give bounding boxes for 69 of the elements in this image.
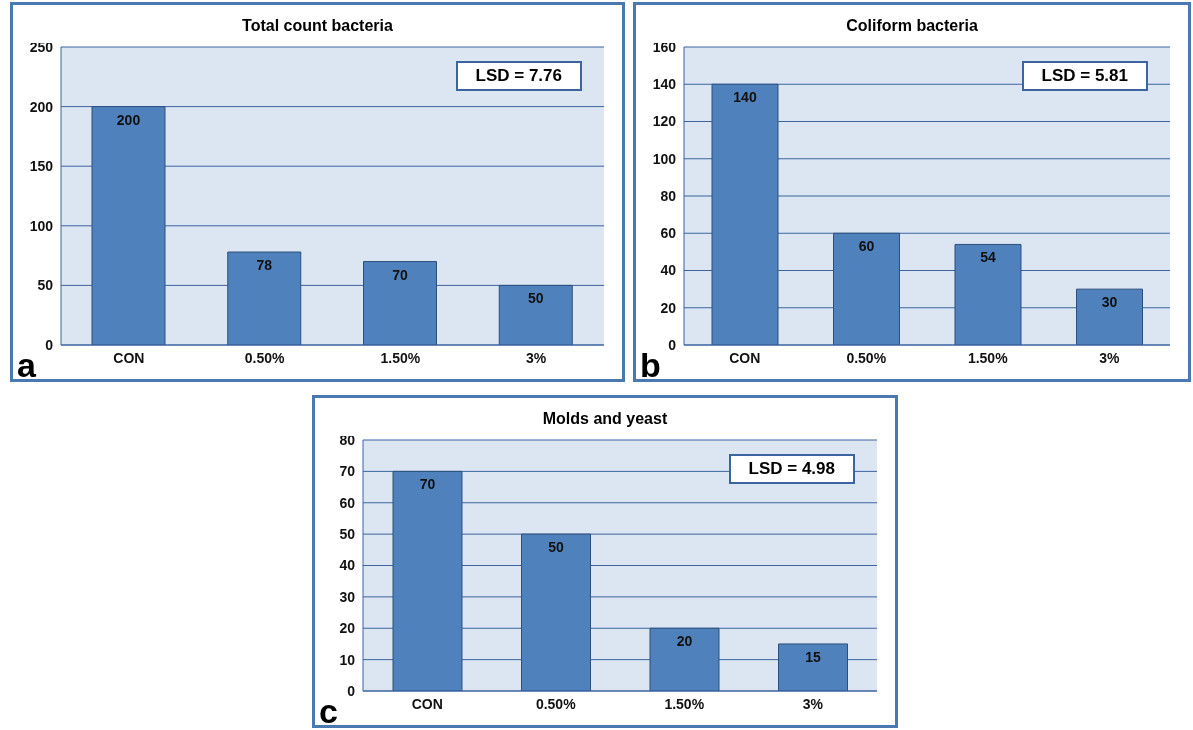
y-tick-label: 0: [668, 336, 677, 353]
x-tick-label: 1.50%: [664, 695, 705, 712]
annotation: LSD = 7.76: [455, 61, 582, 91]
y-tick-label: 50: [37, 277, 54, 294]
x-tick-label: CON: [113, 349, 145, 366]
y-tick-label: 20: [660, 299, 677, 316]
chart-title: Coliform bacteria: [846, 17, 978, 34]
x-tick-label: 3%: [526, 349, 547, 366]
bar: [1076, 288, 1143, 345]
y-tick-label: 0: [347, 682, 356, 699]
data-label: 70: [419, 476, 436, 493]
bar: [778, 643, 848, 691]
y-tick-label: 80: [339, 431, 356, 448]
y-tick-label: 250: [29, 38, 54, 55]
text: c: [319, 691, 338, 730]
data-label: 54: [980, 249, 996, 266]
text: a: [17, 345, 36, 385]
bar: [392, 470, 463, 691]
bar: [498, 284, 573, 345]
text: b: [640, 345, 661, 385]
y-tick-label: 50: [339, 526, 356, 543]
y-tick-label: 80: [660, 187, 677, 204]
chart-title: Molds and yeast: [542, 410, 668, 427]
y-tick-label: 30: [339, 588, 356, 605]
data-label: 50: [548, 539, 564, 556]
bar: [363, 261, 437, 345]
x-tick-label: 0.50%: [244, 349, 286, 366]
x-tick-label: 0.50%: [846, 349, 887, 366]
bar: [954, 243, 1022, 345]
x-tick-label: CON: [729, 349, 761, 366]
x-tick-label: 0.50%: [535, 695, 577, 712]
chart-title: Total count bacteria: [242, 17, 393, 34]
y-tick-label: 160: [652, 38, 677, 55]
y-tick-label: 70: [339, 463, 356, 480]
y-tick-label: 40: [660, 262, 677, 279]
bar: [833, 232, 900, 345]
bar: [649, 627, 720, 691]
annotation: LSD = 4.98: [728, 454, 855, 484]
y-tick-label: 200: [29, 98, 54, 115]
y-tick-label: 20: [339, 620, 356, 637]
annotation: LSD = 5.81: [1021, 61, 1148, 91]
data-label: 60: [858, 238, 875, 255]
data-label: 20: [676, 633, 693, 650]
data-label: 70: [392, 266, 408, 283]
data-label: 50: [527, 290, 544, 307]
y-tick-label: 150: [29, 158, 54, 175]
data-label: 140: [733, 89, 757, 106]
x-tick-label: 1.50%: [967, 349, 1009, 366]
bar: [227, 251, 302, 345]
x-tick-label: 1.50%: [380, 349, 421, 366]
y-tick-label: 100: [29, 217, 54, 234]
y-tick-label: 40: [339, 557, 356, 574]
y-tick-label: 140: [652, 76, 677, 93]
y-tick-label: 60: [660, 225, 677, 242]
y-tick-label: 100: [652, 150, 677, 167]
y-tick-label: 120: [652, 113, 677, 130]
data-label: 200: [116, 111, 141, 128]
x-tick-label: 3%: [1099, 349, 1120, 366]
y-tick-label: 60: [339, 494, 356, 511]
y-tick-label: 0: [45, 336, 54, 353]
y-tick-label: 10: [339, 651, 356, 668]
x-tick-label: CON: [411, 695, 443, 712]
x-tick-label: 3%: [802, 695, 824, 712]
data-label: 30: [1101, 294, 1118, 311]
data-label: 15: [805, 648, 821, 665]
bar: [521, 533, 591, 691]
data-label: 78: [256, 256, 273, 273]
bar: [91, 106, 166, 345]
bar: [711, 83, 779, 345]
